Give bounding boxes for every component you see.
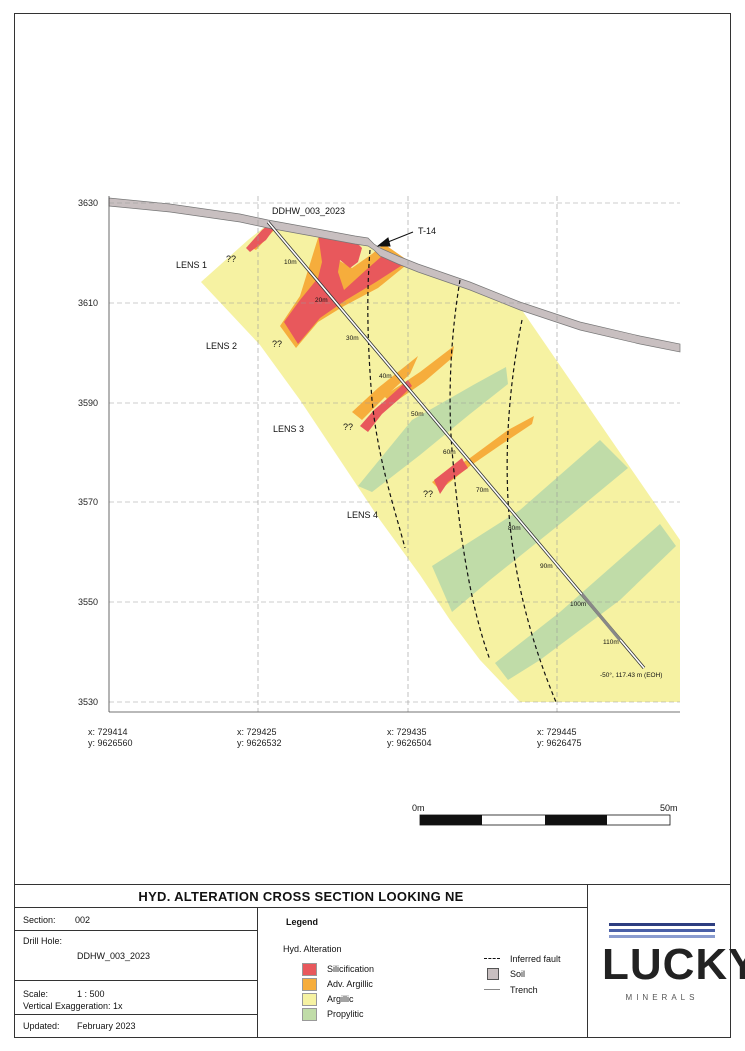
- depth-mark: 20m: [315, 297, 328, 304]
- uncertain-mark: ??: [423, 489, 433, 499]
- elev-label-3610: 3610: [78, 298, 98, 308]
- updated-value: February 2023: [77, 1021, 136, 1031]
- grid: [109, 196, 680, 712]
- logo-sub: MINERALS: [625, 993, 699, 1002]
- northing-label: y: 9626504: [387, 738, 432, 748]
- depth-mark: 50m: [411, 411, 424, 418]
- lens-label: LENS 1: [176, 260, 207, 270]
- northing-label: y: 9626532: [237, 738, 282, 748]
- scale-value: 1 : 500: [77, 989, 105, 999]
- depth-mark: 40m: [379, 373, 392, 380]
- scale-start-label: 0m: [412, 803, 425, 813]
- trench-symbol: [484, 989, 500, 990]
- section-title: HYD. ALTERATION CROSS SECTION LOOKING NE: [138, 889, 464, 904]
- updated-label: Updated:: [23, 1021, 60, 1031]
- scale-bar: 0m 50m: [412, 803, 678, 826]
- depth-mark: 90m: [540, 563, 553, 570]
- title-bar: HYD. ALTERATION CROSS SECTION LOOKING NE: [14, 884, 588, 908]
- lens-label: LENS 4: [347, 510, 378, 520]
- depth-mark: 70m: [476, 487, 489, 494]
- scale-end-label: 50m: [660, 803, 678, 813]
- drillhole-value: DDHW_003_2023: [77, 951, 151, 961]
- depth-mark: 100m: [570, 601, 586, 608]
- swatch: [302, 963, 317, 976]
- fault-symbol: [484, 958, 500, 959]
- inferred-faults: [367, 249, 557, 703]
- elev-label-3630: 3630: [78, 198, 98, 208]
- company-logo: LUCKY MINERALS: [587, 884, 745, 1038]
- logo-word: LUCKY: [602, 940, 745, 989]
- uncertain-mark: ??: [343, 422, 353, 432]
- depth-mark: 30m: [346, 335, 359, 342]
- elev-label-3570: 3570: [78, 497, 98, 507]
- easting-label: x: 729414: [88, 727, 128, 737]
- soil-symbol: [487, 968, 499, 980]
- depth-mark: 10m: [284, 259, 297, 266]
- trench-pointer: [376, 231, 414, 247]
- topography: [108, 197, 681, 353]
- northing-label: y: 9626475: [537, 738, 582, 748]
- swatch: [302, 978, 317, 991]
- logo-stripe: [609, 929, 715, 932]
- cross-section-view: 3630 3610 3590 3570 3550 3530 x: 729414 …: [78, 196, 681, 826]
- elev-label-3590: 3590: [78, 398, 98, 408]
- section-label: Section:: [23, 915, 56, 925]
- depth-mark: 60m: [443, 449, 456, 456]
- swatch: [302, 1008, 317, 1021]
- section-row: Section: 002: [15, 908, 257, 931]
- logo-stripe: [609, 935, 715, 938]
- drillhole-label: Drill Hole:: [23, 936, 63, 946]
- elev-label-3550: 3550: [78, 597, 98, 607]
- eoh-label: -50°, 117.43 m (EOH): [600, 671, 662, 679]
- silicification-zones: [246, 222, 468, 494]
- title-block: HYD. ALTERATION CROSS SECTION LOOKING NE…: [14, 884, 745, 1038]
- drill-hole-trace: [266, 220, 646, 670]
- easting-label: x: 729445: [537, 727, 577, 737]
- logo-stripe: [609, 923, 715, 926]
- northing-label: y: 9626560: [88, 738, 133, 748]
- scale-label: Scale:: [23, 989, 49, 999]
- scale-row: Scale: 1 : 500 Vertical Exaggeration: 1x: [15, 980, 257, 1015]
- uncertain-mark: ??: [272, 339, 282, 349]
- info-panel: Section: 002 Drill Hole: DDHW_003_2023 S…: [14, 907, 258, 1038]
- elev-label-3530: 3530: [78, 697, 98, 707]
- swatch: [302, 993, 317, 1006]
- legend-title: Legend: [286, 917, 319, 927]
- uncertain-mark: ??: [226, 254, 236, 264]
- argillic-zone: [201, 224, 680, 702]
- lens-label: LENS 3: [273, 424, 304, 434]
- lens-label: LENS 2: [206, 341, 237, 351]
- drill-hole-label: DDHW_003_2023: [272, 206, 345, 216]
- drillhole-row: Drill Hole: DDHW_003_2023: [15, 930, 257, 981]
- trench-label: T-14: [418, 226, 436, 236]
- legend-group-title: Hyd. Alteration: [283, 944, 342, 954]
- legend: Legend Hyd. Alteration Silicification Ad…: [257, 907, 588, 1038]
- updated-row: Updated: February 2023: [15, 1014, 257, 1037]
- depth-mark: 110m: [603, 639, 619, 646]
- depth-mark: 80m: [508, 525, 521, 532]
- section-value: 002: [75, 915, 91, 925]
- easting-label: x: 729425: [237, 727, 277, 737]
- vertical-exaggeration: Vertical Exaggeration: 1x: [23, 1001, 123, 1011]
- easting-label: x: 729435: [387, 727, 427, 737]
